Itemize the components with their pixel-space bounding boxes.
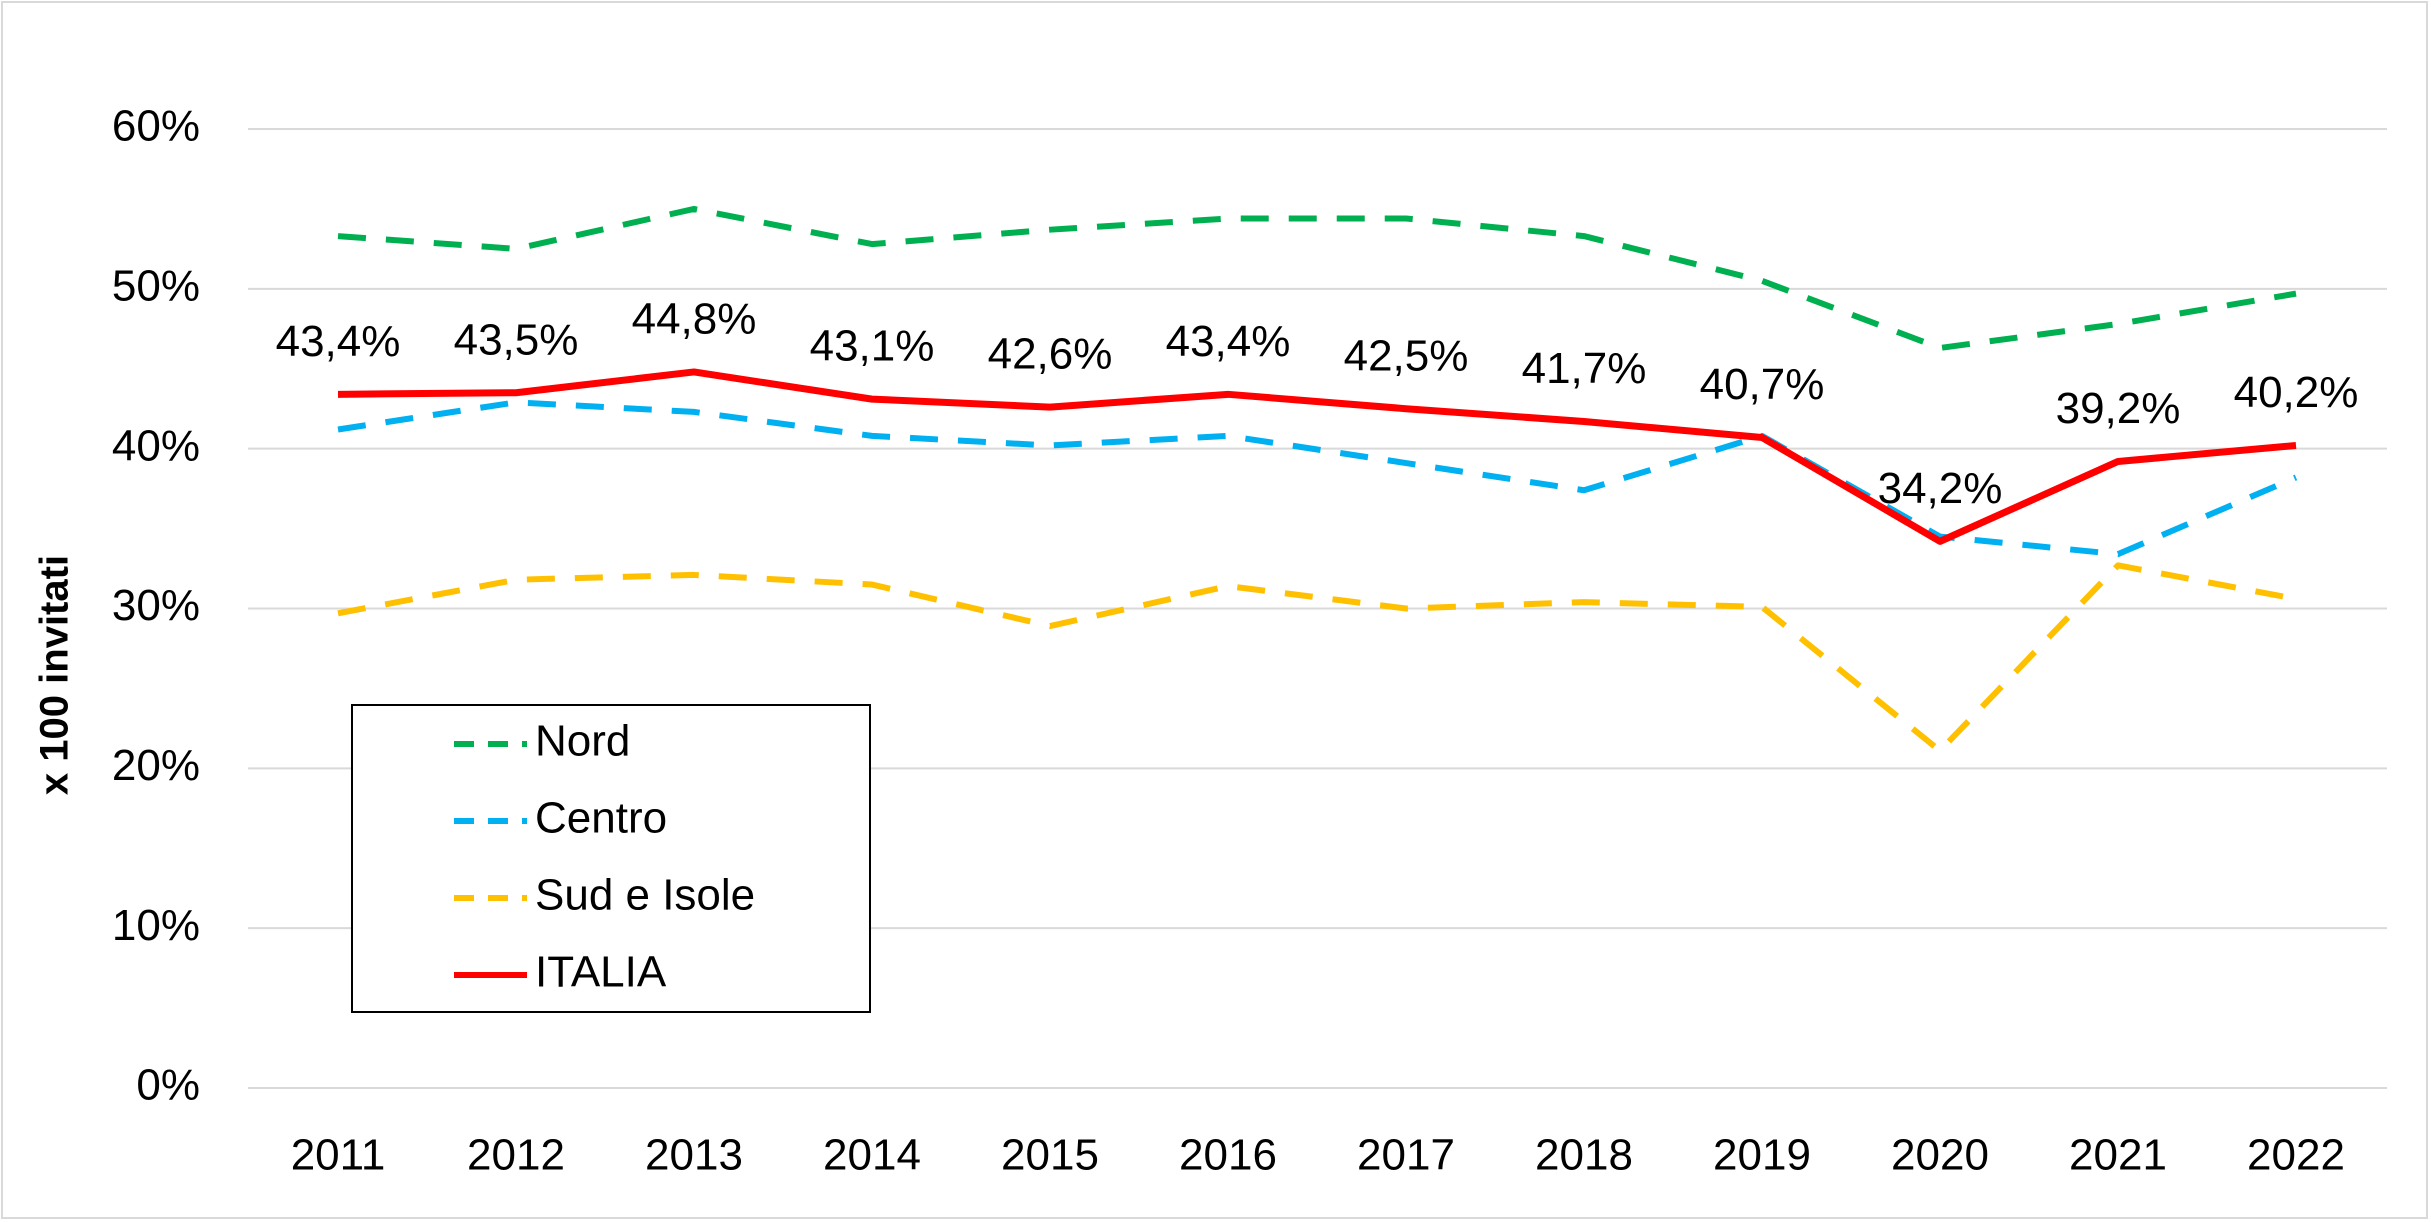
y-tick-label: 20% — [112, 741, 200, 790]
x-tick-label: 2016 — [1179, 1131, 1277, 1180]
legend-label: Sud e Isole — [535, 871, 755, 920]
legend: Nord Centro Sud e Isole ITALIA — [351, 704, 871, 1013]
data-label: 42,5% — [1344, 331, 1469, 380]
x-tick-label: 2017 — [1357, 1131, 1455, 1180]
x-tick-label: 2015 — [1001, 1131, 1099, 1180]
legend-box — [351, 704, 871, 1013]
data-label: 42,6% — [988, 330, 1113, 379]
x-tick-label: 2021 — [2069, 1131, 2167, 1180]
series-line — [337, 399, 2298, 558]
y-tick-label: 40% — [112, 421, 200, 470]
y-tick-label: 10% — [112, 901, 200, 950]
data-label: 44,8% — [632, 295, 757, 344]
x-tick-label: 2020 — [1891, 1131, 1989, 1180]
data-label: 40,2% — [2234, 368, 2359, 417]
x-tick-label: 2022 — [2247, 1131, 2345, 1180]
x-tick-label: 2014 — [823, 1131, 921, 1180]
data-label: 41,7% — [1522, 344, 1647, 393]
data-label: 43,1% — [810, 322, 935, 371]
x-tick-label: 2019 — [1713, 1131, 1811, 1180]
data-label: 39,2% — [2056, 384, 2181, 433]
y-tick-label: 50% — [112, 261, 200, 310]
data-label: 43,4% — [1166, 317, 1291, 366]
x-tick-label: 2012 — [467, 1131, 565, 1180]
legend-label: Nord — [535, 717, 630, 766]
data-label: 43,5% — [454, 315, 579, 364]
x-tick-label: 2018 — [1535, 1131, 1633, 1180]
y-tick-label: 0% — [136, 1061, 200, 1110]
series-line — [337, 368, 2297, 545]
legend-label: ITALIA — [535, 948, 667, 997]
y-axis-title: x 100 invitati — [33, 555, 77, 795]
data-label: 40,7% — [1700, 360, 1825, 409]
series-line — [337, 205, 2297, 351]
y-tick-label: 30% — [112, 581, 200, 630]
x-tick-label: 2011 — [291, 1131, 386, 1180]
data-label: 34,2% — [1878, 464, 2003, 513]
data-label: 43,4% — [276, 317, 401, 366]
x-tick-label: 2013 — [645, 1131, 743, 1180]
y-tick-label: 60% — [112, 102, 200, 151]
legend-label: Centro — [535, 794, 667, 843]
